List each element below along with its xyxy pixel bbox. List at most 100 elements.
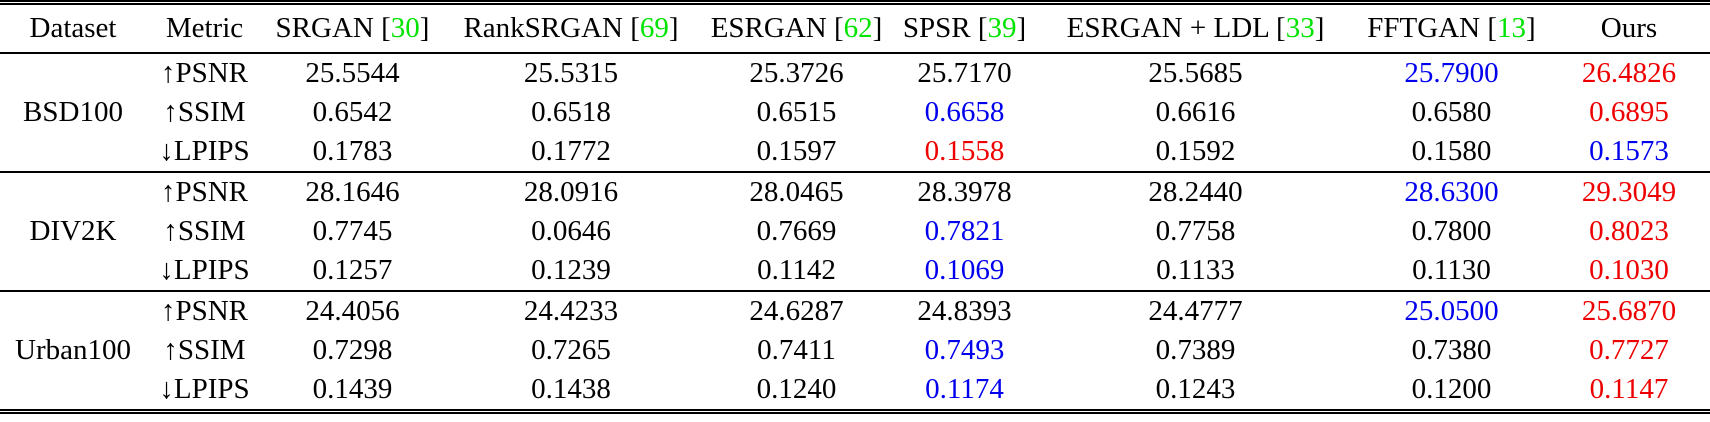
value-cell: 0.1257 (312, 254, 393, 286)
value-cell: 0.7669 (756, 215, 837, 247)
citation-number: 39 (987, 12, 1017, 44)
value-cell: 0.7758 (1155, 215, 1236, 247)
value-cell: 0.1783 (312, 135, 393, 167)
col-header-label: SPSR (902, 12, 971, 44)
citation-number: 13 (1497, 12, 1527, 44)
value-cell: 0.7800 (1411, 215, 1492, 247)
cite-bracket-close: ] (1526, 12, 1536, 44)
results-table: Dataset Metric SRGAN [30] RankSRGAN [69] ESR… (0, 5, 1710, 409)
table-row: ↓LPIPS 0.1257 0.1239 0.1142 0.1069 0.1133 0.11… (0, 251, 1710, 291)
value-cell: 0.8023 (1589, 215, 1669, 247)
value-cell: 0.1147 (1589, 373, 1669, 405)
cite-bracket-open: [ (373, 12, 391, 44)
metric-label: ↑PSNR (160, 57, 249, 89)
cite-bracket-open: [ (1268, 12, 1286, 44)
value-cell: 0.7380 (1411, 334, 1492, 366)
value-cell: 0.1174 (925, 373, 1004, 405)
col-header-metric: Metric (146, 5, 263, 53)
value-cell: 0.1558 (924, 135, 1005, 167)
value-cell: 0.6518 (531, 96, 611, 128)
value-cell: 0.1142 (757, 254, 836, 286)
value-cell: 26.4826 (1581, 57, 1677, 89)
cite-bracket-close: ] (1016, 12, 1027, 44)
col-header-srgan: SRGAN [30] (263, 5, 442, 53)
col-header-label: ESRGAN + LDL (1066, 12, 1269, 44)
value-cell: 0.1772 (531, 135, 611, 167)
value-cell: 24.4233 (523, 295, 619, 327)
value-cell: 24.4056 (305, 295, 400, 327)
value-cell: 25.5685 (1148, 57, 1243, 89)
value-cell: 28.0465 (749, 176, 844, 208)
value-cell: 0.7298 (312, 334, 393, 366)
value-cell: 0.1597 (756, 135, 837, 167)
value-cell: 0.1243 (1155, 373, 1236, 405)
value-cell: 25.7170 (917, 57, 1012, 89)
value-cell: 24.4777 (1148, 295, 1243, 327)
citation-number: 30 (390, 12, 420, 44)
dataset-label: BSD100 (23, 96, 123, 128)
citation-number: 33 (1285, 12, 1315, 44)
value-cell: 24.8393 (917, 295, 1012, 327)
value-cell: 0.0646 (531, 215, 611, 247)
value-cell: 0.1200 (1411, 373, 1492, 405)
value-cell: 0.1580 (1411, 135, 1492, 167)
value-cell: 0.1130 (1412, 254, 1491, 286)
value-cell: 0.1439 (312, 373, 393, 405)
table-row: ↓LPIPS 0.1783 0.1772 0.1597 0.1558 0.1592 0.15… (0, 132, 1710, 172)
value-cell: 0.6580 (1411, 96, 1492, 128)
col-header-label: Dataset (29, 12, 117, 44)
value-cell: 29.3049 (1581, 176, 1677, 208)
col-header-esrgan: ESRGAN [62] (700, 5, 893, 53)
col-header-label: RankSRGAN (463, 12, 623, 44)
cite-bracket-close: ] (872, 12, 883, 44)
cite-bracket-close: ] (668, 12, 679, 44)
col-header-dataset: Dataset (0, 5, 146, 53)
value-cell: 0.7727 (1589, 334, 1669, 366)
table-row: Urban100 ↑PSNR 24.4056 24.4233 24.6287 24.839… (0, 291, 1710, 366)
cite-bracket-open: [ (1480, 12, 1498, 44)
value-cell: 25.6870 (1581, 295, 1677, 327)
cite-bracket-close: ] (419, 12, 430, 44)
metric-label: ↑PSNR (160, 295, 249, 327)
citation-number: 69 (639, 12, 669, 44)
value-cell: 0.6658 (924, 96, 1005, 128)
col-header-label: Metric (165, 12, 244, 44)
value-cell: 0.6515 (756, 96, 837, 128)
header-row: Dataset Metric SRGAN [30] RankSRGAN [69] ESR… (0, 5, 1710, 53)
col-header-label: Ours (1600, 12, 1658, 44)
cite-bracket-open: [ (622, 12, 640, 44)
value-cell: 24.6287 (749, 295, 844, 327)
value-cell: 0.7821 (924, 215, 1005, 247)
cite-bracket-open: [ (970, 12, 988, 44)
dataset-group-div2k: DIV2K ↑PSNR 28.1646 28.0916 28.0465 28.3978 28… (0, 172, 1710, 291)
col-header-fftgan: FFTGAN [13] (1355, 5, 1548, 53)
col-header-label: FFTGAN (1367, 12, 1481, 44)
col-header-esrgan-ldl: ESRGAN + LDL [33] (1036, 5, 1355, 53)
dataset-label: Urban100 (15, 334, 131, 366)
table-row: DIV2K ↑PSNR 28.1646 28.0916 28.0465 28.3978 28… (0, 172, 1710, 247)
value-cell: 28.6300 (1404, 176, 1499, 208)
value-cell: 0.6616 (1155, 96, 1236, 128)
value-cell: 25.0500 (1404, 295, 1499, 327)
table-row: ↓LPIPS 0.1439 0.1438 0.1240 0.1174 0.1243 0.12… (0, 370, 1710, 409)
value-cell: 25.7900 (1404, 57, 1499, 89)
value-cell: 28.3978 (917, 176, 1012, 208)
value-cell: 0.1592 (1155, 135, 1236, 167)
value-cell: 0.1438 (531, 373, 611, 405)
dataset-group-bsd100: BSD100 ↑PSNR 25.5544 25.5315 25.3726 25.7170 2… (0, 53, 1710, 172)
value-cell: 28.1646 (305, 176, 400, 208)
table-header: Dataset Metric SRGAN [30] RankSRGAN [69] ESR… (0, 5, 1710, 53)
value-cell: 0.6895 (1589, 96, 1669, 128)
value-cell: 0.7389 (1155, 334, 1236, 366)
value-cell: 0.7411 (757, 334, 836, 366)
metric-label: ↓LPIPS (159, 254, 250, 286)
value-cell: 0.1239 (531, 254, 611, 286)
col-header-label: SRGAN (275, 12, 374, 44)
value-cell: 0.1030 (1589, 254, 1669, 286)
col-header-ours: Ours (1548, 5, 1710, 53)
metric-label: ↑SSIM (163, 96, 246, 128)
col-header-ranksrgan: RankSRGAN [69] (442, 5, 700, 53)
col-header-label: ESRGAN (710, 12, 827, 44)
value-cell: 25.3726 (749, 57, 844, 89)
